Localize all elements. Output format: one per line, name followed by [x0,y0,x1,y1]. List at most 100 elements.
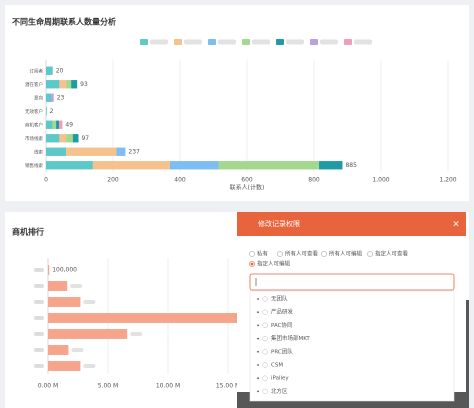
bar-segment [46,66,53,75]
checkbox[interactable] [262,388,268,395]
bar-segment [56,120,60,129]
radio-dot [250,262,254,266]
checkbox[interactable] [262,335,268,342]
radio[interactable] [367,251,373,257]
y-tick-label: 线索 [34,148,43,155]
bar-segment [66,134,73,143]
blurred-legend-text [150,39,168,45]
total-label: 20 [56,67,64,74]
bar [48,329,128,339]
total-label: 49 [65,121,73,128]
bar-segment [52,120,57,129]
dropdown-item[interactable]: PAC协同 [271,321,293,329]
radio[interactable] [277,251,283,257]
bar-segment [92,161,170,170]
dropdown-item[interactable]: 北方区 [271,387,288,395]
bar-segment [46,107,47,116]
dropdown-item[interactable]: CSM [271,363,283,369]
bar [48,265,50,275]
bar-segment [66,80,72,89]
blurred-label [34,364,44,368]
bar-segment [116,147,126,156]
total-label: 23 [57,94,65,101]
chart-title: 不同生命周期联系人数量分析 [12,17,116,27]
x-tick-label: 5.00 M [98,383,118,390]
checkbox[interactable] [262,375,268,381]
blurred-label [34,300,44,304]
modal-title: 修改记录权限 [258,219,300,228]
radio-label[interactable]: 所有人可编辑 [329,250,363,258]
bullet [257,324,259,327]
bar [48,361,81,371]
bar-segment [169,161,219,170]
radio-label[interactable]: 指定人可编辑 [257,260,291,268]
total-label: 885 [345,162,357,169]
legend-swatch [208,39,216,45]
checkbox[interactable] [262,349,268,355]
y-tick-label: 订阅者 [30,67,44,74]
dropdown-item[interactable]: 无团队 [271,295,288,303]
y-tick-label: 无效客户 [25,108,43,115]
bar-segment [319,161,343,170]
x-tick-label: 800 [308,177,320,184]
checkbox[interactable] [262,362,268,368]
bar-segment [46,93,52,102]
bar-segment [46,120,53,129]
x-axis-label: 联系人(计数) [230,184,265,192]
x-tick-label: 0 [44,177,48,184]
bullet [257,337,259,340]
blurred-label [83,364,96,368]
radio-label[interactable]: 指定人可查看 [375,250,409,258]
radio-label[interactable]: 私有 [257,250,269,258]
bar-segment [46,147,67,156]
modal: 修改记录权限 × 私有 所有人可查看 所有人可编辑 指定人可查看指定人可编辑无团队产品… [237,212,466,402]
checkbox[interactable] [262,322,268,329]
dropdown-item[interactable]: iPalley [271,376,289,382]
blurred-label [71,348,84,352]
blurred-label [130,332,143,336]
blurred-label [34,284,44,288]
y-tick-label: 商机客户 [25,121,43,128]
bullet [257,311,259,314]
legend-swatch [174,39,182,45]
dropdown-item[interactable]: PRC团队 [271,347,293,355]
blurred-label [34,332,44,336]
y-tick-label: 市场线索 [25,135,43,142]
checkbox[interactable] [262,309,268,315]
blurred-label [70,284,83,288]
dropdown [249,290,455,402]
bar-segment [59,80,67,89]
x-tick-label: 400 [174,177,186,184]
blurred-legend-text [218,39,236,45]
legend-swatch [242,39,250,45]
value-label: 100,000 [52,267,77,274]
bullet [257,364,259,366]
panel [5,5,469,201]
close-button[interactable]: × [452,220,460,230]
bar-segment [46,134,60,143]
x-tick-label: 1,200 [439,177,456,184]
dropdown-item[interactable]: 集团市场部MKT [271,334,310,342]
total-label: 2 [50,108,54,115]
radio-label[interactable]: 所有人可查看 [285,250,319,258]
total-label: 97 [81,135,89,142]
total-label: 93 [80,81,88,88]
radio[interactable] [321,251,327,257]
x-tick-label: 10.00 M [156,383,180,390]
x-tick-label: 600 [241,177,253,184]
checkbox[interactable] [262,296,268,302]
bullet [257,350,259,353]
blurred-legend-text [354,39,372,45]
bar [48,313,264,323]
x-tick-label: 1,000 [372,177,389,184]
bar [48,297,81,307]
bar-segment [59,120,63,129]
search-input[interactable] [249,273,455,291]
radio[interactable] [249,251,255,257]
bullet [257,377,259,380]
bar [48,345,69,355]
legend-swatch [276,39,284,45]
dropdown-item[interactable]: 产品研发 [271,308,294,316]
